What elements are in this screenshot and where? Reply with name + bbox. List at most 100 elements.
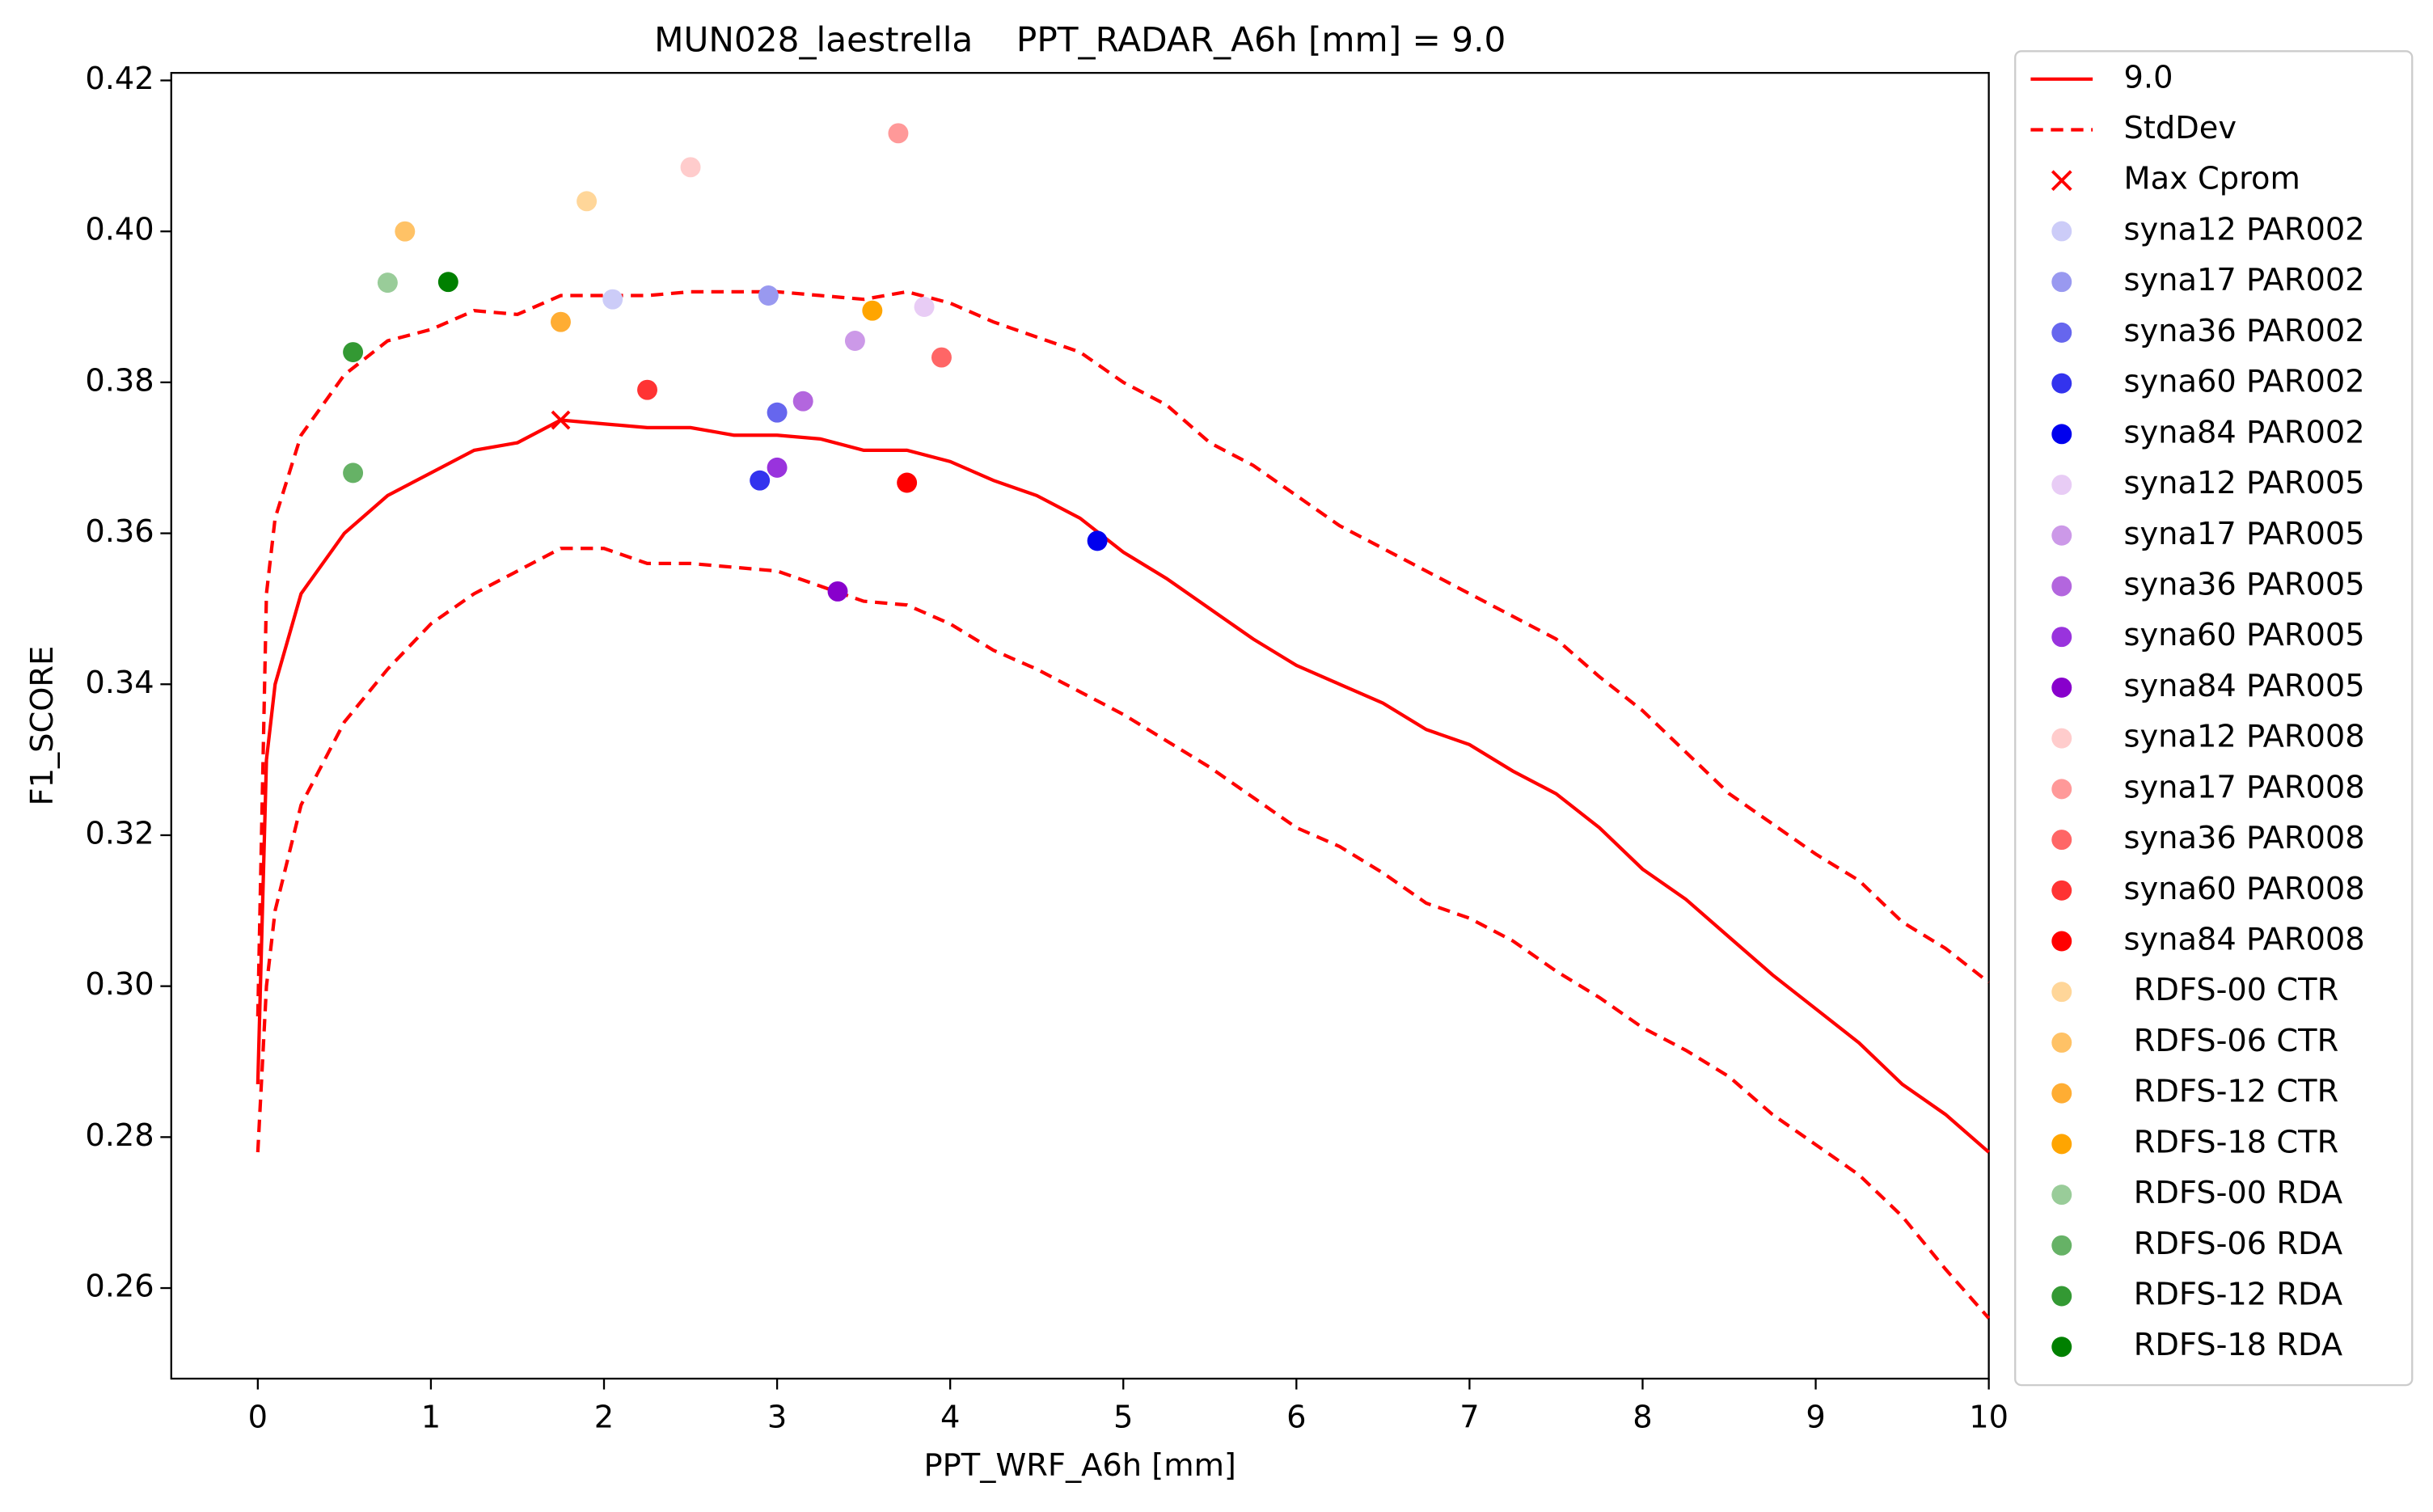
y-tick-label: 0.26 <box>85 1269 154 1305</box>
chart-title: MUN028_laestrella PPT_RADAR_A6h [mm] = 9… <box>654 19 1506 59</box>
scatter-point <box>577 191 598 212</box>
y-tick-label: 0.34 <box>85 665 154 701</box>
scatter-point <box>395 221 416 242</box>
legend-label: Max Cprom <box>2124 161 2300 197</box>
legend-swatch <box>2051 272 2072 293</box>
scatter-point <box>914 297 935 317</box>
legend-label: syna84 PAR002 <box>2124 414 2365 450</box>
x-tick-label: 6 <box>1286 1399 1306 1435</box>
legend-swatch <box>2051 221 2072 242</box>
y-axis-label: F1_SCORE <box>24 646 61 806</box>
y-tick-label: 0.32 <box>85 815 154 851</box>
legend-swatch <box>2051 830 2072 851</box>
legend-label: syna36 PAR002 <box>2124 313 2365 349</box>
legend-label: syna60 PAR008 <box>2124 871 2365 907</box>
legend-label: RDFS-00 RDA <box>2124 1175 2343 1211</box>
legend-label: syna17 PAR005 <box>2124 516 2365 552</box>
scatter-point <box>897 472 918 493</box>
scatter-point <box>888 123 909 144</box>
scatter-point <box>792 391 813 412</box>
scatter-point <box>931 347 952 368</box>
scatter-point <box>551 311 571 332</box>
legend-swatch <box>2051 1286 2072 1307</box>
legend-label: syna12 PAR008 <box>2124 719 2365 755</box>
x-tick-label: 9 <box>1806 1399 1825 1435</box>
legend-swatch <box>2051 728 2072 749</box>
legend-swatch <box>2051 424 2072 445</box>
legend-swatch <box>2051 373 2072 394</box>
legend-swatch <box>2051 1134 2072 1155</box>
legend-label: syna36 PAR005 <box>2124 566 2365 602</box>
legend-swatch <box>2051 1235 2072 1256</box>
y-tick-label: 0.28 <box>85 1117 154 1154</box>
legend-swatch <box>2051 1185 2072 1206</box>
x-tick-label: 0 <box>248 1399 268 1435</box>
y-tick-label: 0.36 <box>85 513 154 550</box>
legend-label: RDFS-18 CTR <box>2124 1124 2339 1160</box>
scatter-point <box>862 300 883 321</box>
scatter-point <box>1087 530 1108 551</box>
x-tick-label: 8 <box>1633 1399 1652 1435</box>
legend-label: syna17 PAR002 <box>2124 262 2365 298</box>
scatter-point <box>827 581 848 602</box>
scatter-point <box>680 157 701 178</box>
legend-swatch <box>2051 1337 2072 1358</box>
x-tick-label: 2 <box>594 1399 614 1435</box>
x-tick-label: 1 <box>421 1399 441 1435</box>
stddev-line <box>256 289 1990 1017</box>
legend-label: RDFS-06 RDA <box>2124 1226 2343 1262</box>
legend-label: syna84 PAR005 <box>2124 668 2365 704</box>
legend-label: 9.0 <box>2124 59 2173 95</box>
x-tick-label: 3 <box>767 1399 787 1435</box>
legend-label: syna17 PAR008 <box>2124 769 2365 805</box>
legend-swatch <box>2051 677 2072 698</box>
x-tick-label: 7 <box>1459 1399 1479 1435</box>
legend-label: RDFS-00 CTR <box>2124 972 2339 1008</box>
scatter-point <box>637 379 657 400</box>
x-tick-label: 4 <box>940 1399 960 1435</box>
scatter-point <box>767 457 788 478</box>
legend-label: syna36 PAR008 <box>2124 820 2365 856</box>
legend-swatch <box>2051 525 2072 546</box>
legend-label: RDFS-12 CTR <box>2124 1074 2339 1110</box>
legend-label: RDFS-18 RDA <box>2124 1327 2343 1363</box>
scatter-point <box>343 462 364 484</box>
scatter-point <box>767 402 788 423</box>
legend-box <box>2014 50 2414 1387</box>
scatter-point <box>750 470 771 491</box>
max-marker <box>551 410 571 430</box>
legend-label: syna60 PAR002 <box>2124 364 2365 400</box>
scatter-point <box>758 285 779 306</box>
legend-label: syna12 PAR005 <box>2124 465 2365 501</box>
legend-swatch <box>2051 779 2072 800</box>
legend-swatch <box>2051 170 2072 192</box>
legend-swatch <box>2051 880 2072 901</box>
scatter-point <box>437 272 458 293</box>
legend-label: syna60 PAR005 <box>2124 617 2365 653</box>
y-tick-label: 0.42 <box>85 61 154 97</box>
x-tick-label: 10 <box>1969 1399 2008 1435</box>
y-tick-label: 0.40 <box>85 212 154 248</box>
legend-label: RDFS-12 RDA <box>2124 1277 2343 1313</box>
scatter-point <box>343 342 364 362</box>
legend-swatch <box>2051 982 2072 1003</box>
legend-swatch <box>2051 322 2072 343</box>
scatter-point <box>844 331 865 351</box>
legend-label: syna84 PAR008 <box>2124 922 2365 958</box>
scatter-point <box>377 272 398 294</box>
x-tick-label: 5 <box>1113 1399 1133 1435</box>
mean-line <box>256 418 1991 1154</box>
plot-frame <box>170 71 1990 1380</box>
legend-label: StdDev <box>2124 110 2237 146</box>
y-tick-label: 0.38 <box>85 362 154 399</box>
legend-swatch <box>2051 931 2072 952</box>
legend-label: RDFS-06 CTR <box>2124 1023 2339 1059</box>
x-axis-label: PPT_WRF_A6h [mm] <box>924 1447 1236 1484</box>
y-tick-label: 0.30 <box>85 966 154 1003</box>
legend-swatch <box>2051 576 2072 597</box>
legend-swatch <box>2051 627 2072 648</box>
stddev-line <box>256 547 1991 1320</box>
legend-swatch <box>2051 1083 2072 1104</box>
legend-swatch <box>2051 1032 2072 1053</box>
